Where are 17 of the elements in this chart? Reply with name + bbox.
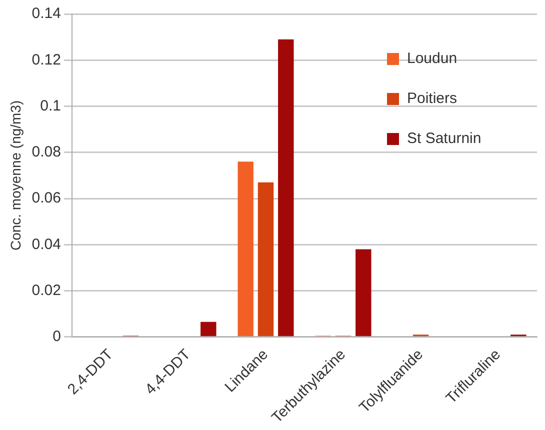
y-tick-label: 0.12 xyxy=(32,51,61,68)
y-axis-title: Conc. moyenne (ng/m3) xyxy=(7,100,24,251)
legend-label: Poitiers xyxy=(407,90,458,108)
bar xyxy=(238,162,254,336)
y-tick-label: 0.02 xyxy=(32,282,61,299)
y-tick-label: 0.04 xyxy=(32,236,61,253)
bar xyxy=(356,249,372,336)
bar xyxy=(200,322,216,336)
y-tick-label: 0.06 xyxy=(32,190,61,207)
y-tick-label: 0 xyxy=(52,328,61,346)
legend-label: Loudun xyxy=(407,50,458,68)
legend-label: St Saturnin xyxy=(407,130,482,148)
y-tick-label: 0.14 xyxy=(32,5,61,22)
y-tick-label: 0.08 xyxy=(32,144,61,161)
y-tick-label: 0.1 xyxy=(40,97,61,114)
bar xyxy=(258,182,274,336)
bar xyxy=(278,39,294,336)
